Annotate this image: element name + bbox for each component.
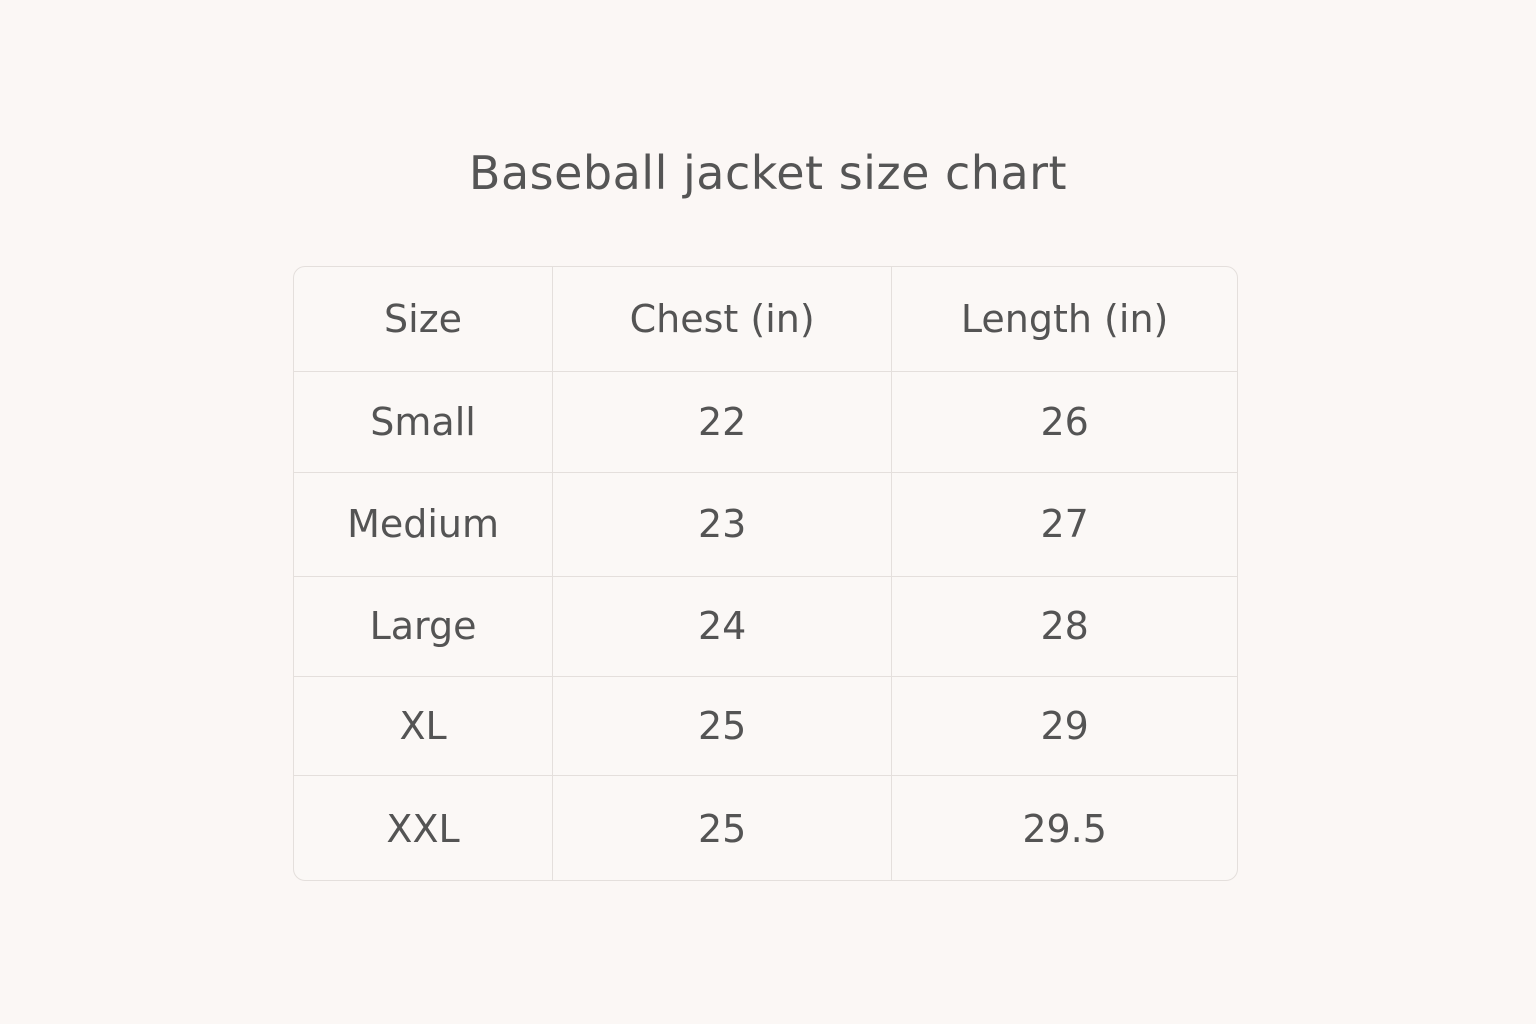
table-row: Small 22 26 — [294, 370, 1237, 473]
header-length: Length (in) — [891, 267, 1237, 372]
table-row: Medium 23 27 — [294, 471, 1237, 577]
cell-chest: 23 — [552, 471, 893, 577]
table-row: XL 25 29 — [294, 675, 1237, 776]
cell-size: Large — [294, 575, 554, 677]
page-title: Baseball jacket size chart — [468, 146, 1068, 200]
size-chart-table: Size Chest (in) Length (in) Small 22 26 … — [293, 266, 1238, 881]
cell-length: 27 — [891, 471, 1237, 577]
table-row: Large 24 28 — [294, 575, 1237, 677]
cell-size: XL — [294, 675, 554, 776]
header-row: Size Chest (in) Length (in) — [294, 267, 1237, 372]
cell-length: 26 — [891, 370, 1237, 473]
cell-length: 28 — [891, 575, 1237, 677]
cell-chest: 25 — [552, 774, 893, 880]
cell-chest: 24 — [552, 575, 893, 677]
cell-size: Small — [294, 370, 554, 473]
cell-length: 29.5 — [891, 774, 1237, 880]
header-chest: Chest (in) — [552, 267, 893, 372]
cell-size: XXL — [294, 774, 554, 880]
header-size: Size — [294, 267, 554, 372]
table-row: XXL 25 29.5 — [294, 774, 1237, 880]
cell-length: 29 — [891, 675, 1237, 776]
cell-chest: 22 — [552, 370, 893, 473]
cell-chest: 25 — [552, 675, 893, 776]
cell-size: Medium — [294, 471, 554, 577]
